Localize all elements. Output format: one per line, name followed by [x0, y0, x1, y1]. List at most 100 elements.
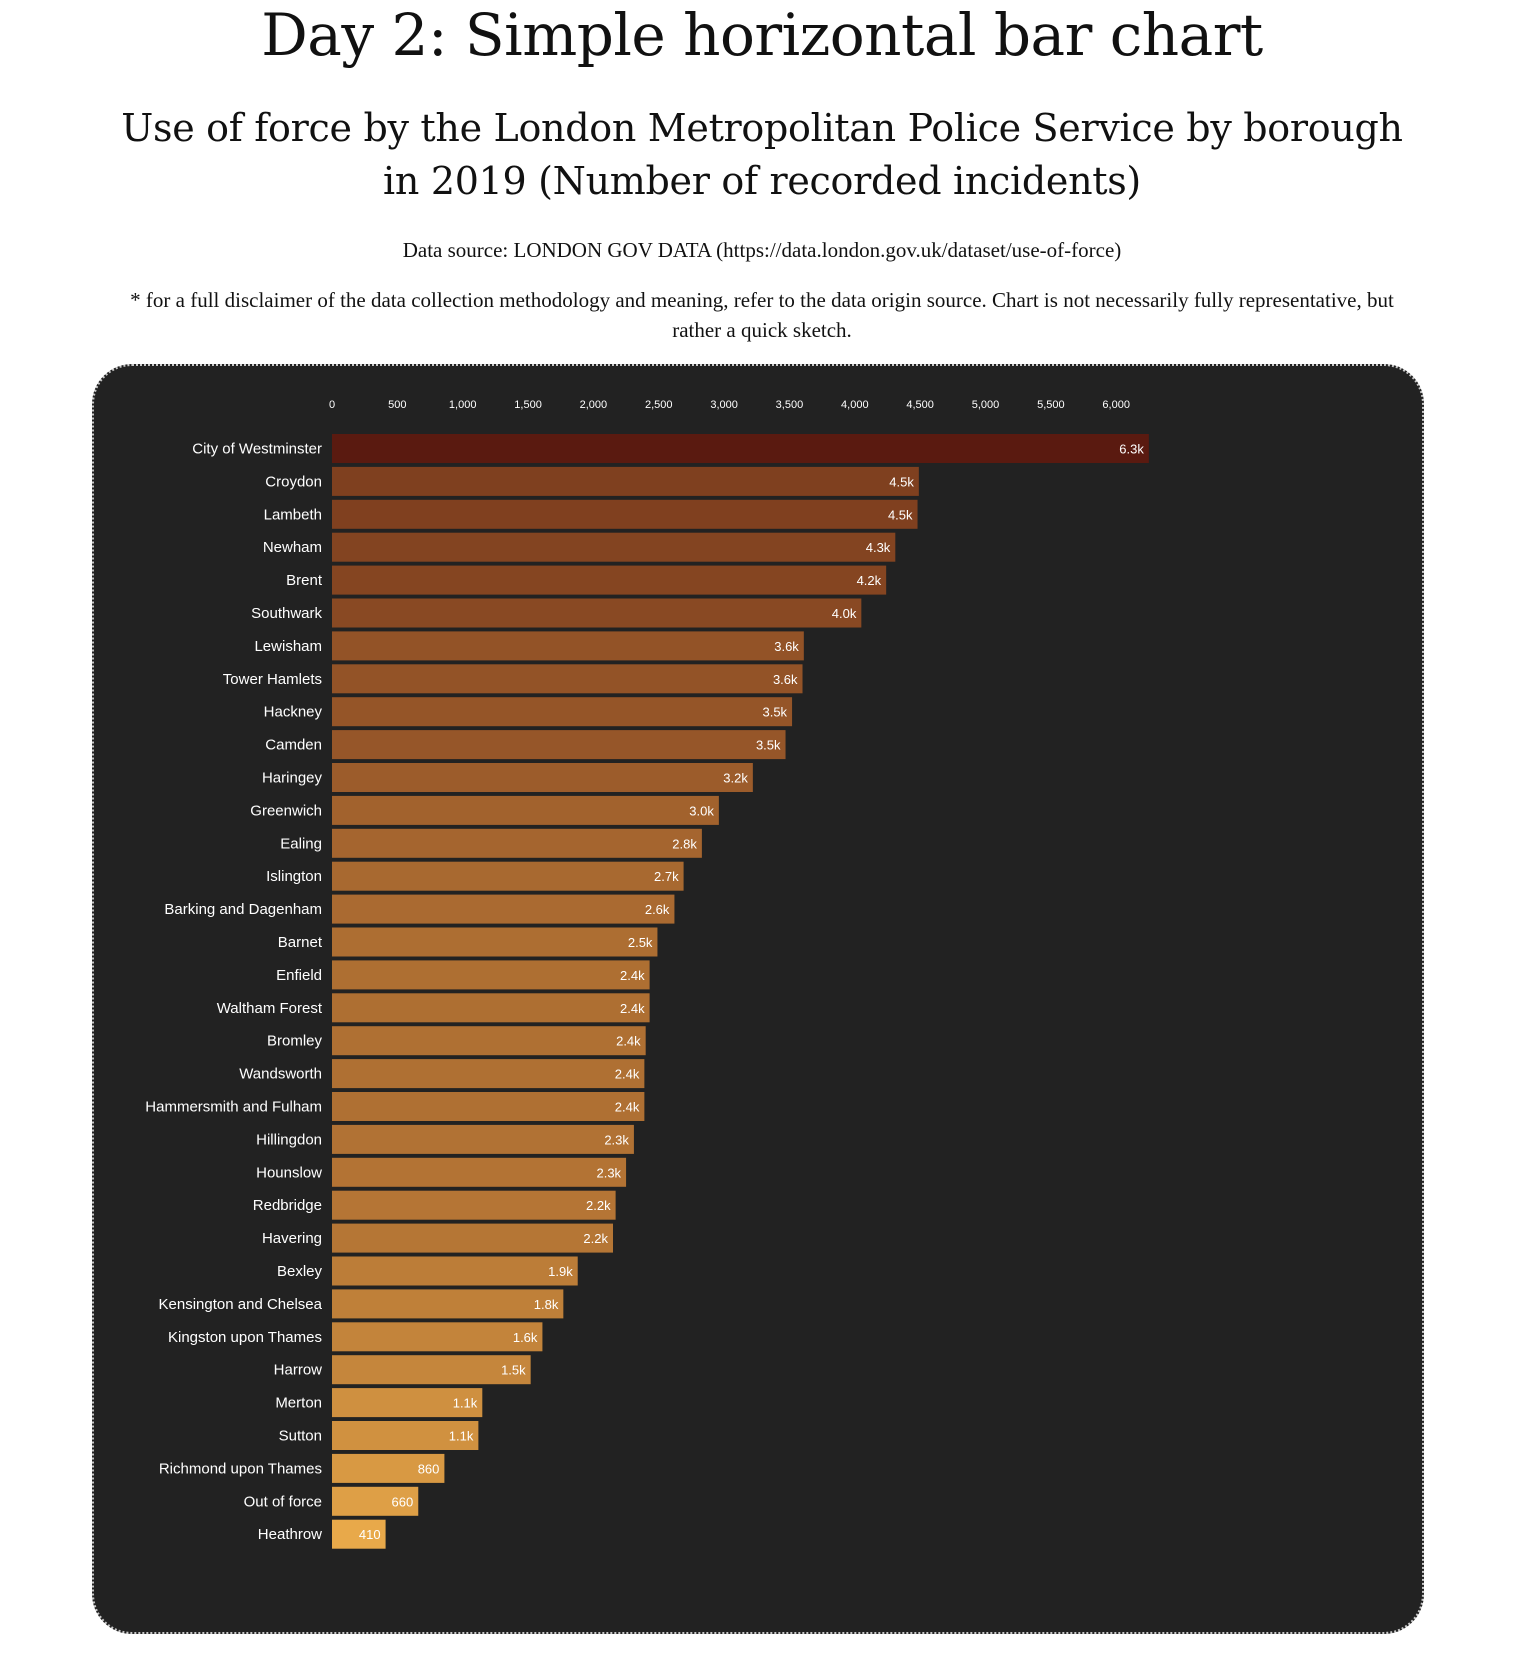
bar [332, 1519, 386, 1549]
category-label: Wandsworth [239, 1066, 322, 1083]
bar [332, 828, 702, 858]
bar [332, 1190, 616, 1220]
value-label: 2.5k [628, 935, 653, 950]
bar [332, 1092, 645, 1121]
x-tick-label: 6,000 [1102, 399, 1130, 411]
bar [332, 434, 1149, 463]
category-labels-group: City of Westminster Croydon Lambeth Newham B… [145, 441, 323, 1544]
category-label: Redbridge [253, 1197, 322, 1214]
bar [332, 1322, 543, 1352]
value-label: 2.4k [616, 1034, 641, 1049]
value-label: 3.5k [762, 705, 787, 720]
bar [332, 993, 650, 1023]
value-labels-group: 6.3k 4.5k 4.5k 4.3k 4.2k 4.0k 3.6k 3.6k 3.5k 3.5k… [359, 442, 1144, 1543]
value-label: 4.3k [866, 540, 891, 555]
bar [332, 795, 719, 825]
x-axis: 0 500 1,000 1,500 2,000 2,500 3,000 3,500 4,000 4… [329, 399, 1130, 411]
chart-title: Use of force by the London Metropolitan … [121, 106, 1403, 203]
x-tick-label: 2,500 [645, 399, 673, 411]
category-label: Out of force [244, 1493, 322, 1510]
category-label: Islington [266, 868, 322, 885]
value-label: 2.3k [604, 1132, 629, 1147]
bars-group [332, 434, 1149, 1549]
value-label: 1.8k [534, 1297, 559, 1312]
x-tick-label: 500 [388, 399, 406, 411]
value-label: 2.7k [654, 869, 679, 884]
category-label: Bexley [277, 1263, 323, 1280]
bar [332, 499, 918, 529]
category-label: Richmond upon Thames [159, 1460, 322, 1477]
value-label: 2.4k [620, 1001, 645, 1016]
value-label: 2.6k [645, 902, 670, 917]
bar [332, 1486, 419, 1516]
category-label: Tower Hamlets [223, 671, 322, 688]
category-label: Croydon [265, 473, 322, 490]
bar [332, 1223, 614, 1253]
value-label: 1.1k [453, 1396, 478, 1411]
bar [332, 960, 650, 990]
bar [332, 730, 786, 760]
category-label: City of Westminster [192, 441, 322, 458]
value-label: 410 [359, 1527, 381, 1542]
value-label: 1.9k [548, 1264, 573, 1279]
value-label: 3.2k [723, 771, 748, 786]
category-label: Greenwich [250, 802, 322, 819]
x-tick-label: 3,500 [776, 399, 804, 411]
category-label: Haringey [262, 770, 323, 787]
x-tick-label: 2,000 [580, 399, 608, 411]
bar [332, 1453, 445, 1483]
bar [332, 664, 803, 694]
category-label: Sutton [279, 1428, 322, 1445]
x-tick-label: 4,500 [906, 399, 934, 411]
x-tick-label: 4,000 [841, 399, 869, 411]
disclaimer-text: * for a full disclaimer of the data coll… [130, 288, 1394, 342]
category-label: Kingston upon Thames [168, 1329, 322, 1346]
category-label: Lewisham [254, 638, 322, 655]
bar [332, 1059, 645, 1089]
value-label: 3.6k [773, 672, 798, 687]
category-label: Brent [286, 572, 323, 589]
bar [332, 631, 804, 661]
bar-chart: 0 500 1,000 1,500 2,000 2,500 3,000 3,500 4,000 4… [145, 399, 1149, 1549]
category-label: Camden [265, 737, 322, 754]
category-label: Hackney [264, 704, 323, 721]
category-label: Bromley [267, 1033, 323, 1050]
category-label: Southwark [251, 605, 322, 622]
bar [332, 927, 658, 957]
x-tick-label: 0 [329, 399, 335, 411]
data-source-text: Data source: LONDON GOV DATA (https://da… [402, 238, 1122, 262]
category-label: Lambeth [264, 506, 322, 523]
value-label: 1.5k [501, 1363, 526, 1378]
category-label: Waltham Forest [217, 1000, 323, 1017]
bar [332, 1256, 578, 1286]
bar [332, 861, 684, 891]
x-tick-label: 5,500 [1037, 399, 1065, 411]
value-label: 2.2k [586, 1198, 611, 1213]
category-label: Heathrow [258, 1526, 322, 1543]
bar [332, 697, 793, 727]
bar [332, 1355, 531, 1385]
category-label: Kensington and Chelsea [159, 1296, 323, 1313]
value-label: 660 [392, 1494, 414, 1509]
category-label: Havering [262, 1230, 322, 1247]
value-label: 3.5k [756, 738, 781, 753]
value-label: 2.4k [615, 1100, 640, 1115]
bar [332, 598, 862, 628]
category-label: Hillingdon [256, 1131, 322, 1148]
category-label: Hounslow [256, 1164, 322, 1181]
category-label: Hammersmith and Fulham [145, 1099, 322, 1116]
value-label: 4.5k [889, 474, 914, 489]
bar [332, 1421, 479, 1450]
value-label: 860 [418, 1461, 440, 1476]
category-label: Harrow [274, 1362, 323, 1379]
bar [332, 532, 896, 562]
value-label: 2.3k [596, 1165, 621, 1180]
x-tick-label: 5,000 [972, 399, 1000, 411]
bar [332, 763, 753, 792]
value-label: 2.2k [583, 1231, 608, 1246]
category-label: Merton [275, 1395, 322, 1412]
bar [332, 1388, 483, 1418]
value-label: 2.8k [672, 836, 697, 851]
category-label: Newham [263, 539, 322, 556]
chart-panel: 0 500 1,000 1,500 2,000 2,500 3,000 3,500 4,000 4… [92, 364, 1424, 1634]
